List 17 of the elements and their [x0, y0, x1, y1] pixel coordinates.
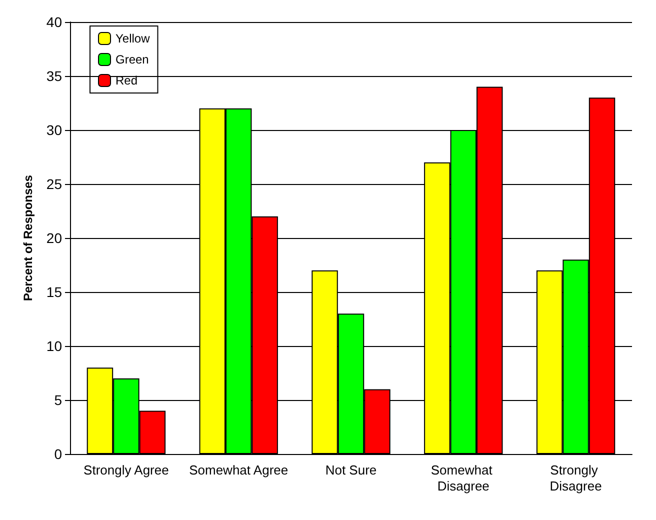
legend-label: Yellow: [116, 32, 150, 46]
y-axis-title: Percent of Responses: [21, 174, 35, 302]
y-tick-label: 30: [46, 122, 62, 138]
y-tick-label: 35: [46, 68, 62, 84]
y-tick-label: 15: [46, 284, 62, 300]
x-tick-label: Strongly Disagree: [550, 462, 602, 494]
x-tick-label: Not Sure: [325, 462, 377, 478]
y-tick-label: 40: [46, 14, 62, 30]
x-tick-label: Somewhat Agree: [189, 462, 288, 478]
y-tick-label: 0: [54, 446, 62, 462]
x-tick-label: Somewhat Disagree: [430, 462, 496, 494]
y-tick-label: 5: [54, 392, 62, 408]
x-tick-label: Strongly Agree: [84, 462, 169, 478]
legend-label: Green: [116, 52, 149, 66]
y-tick-label: 25: [46, 176, 62, 192]
y-tick-label: 20: [46, 230, 62, 246]
y-tick-label: 10: [46, 338, 62, 354]
